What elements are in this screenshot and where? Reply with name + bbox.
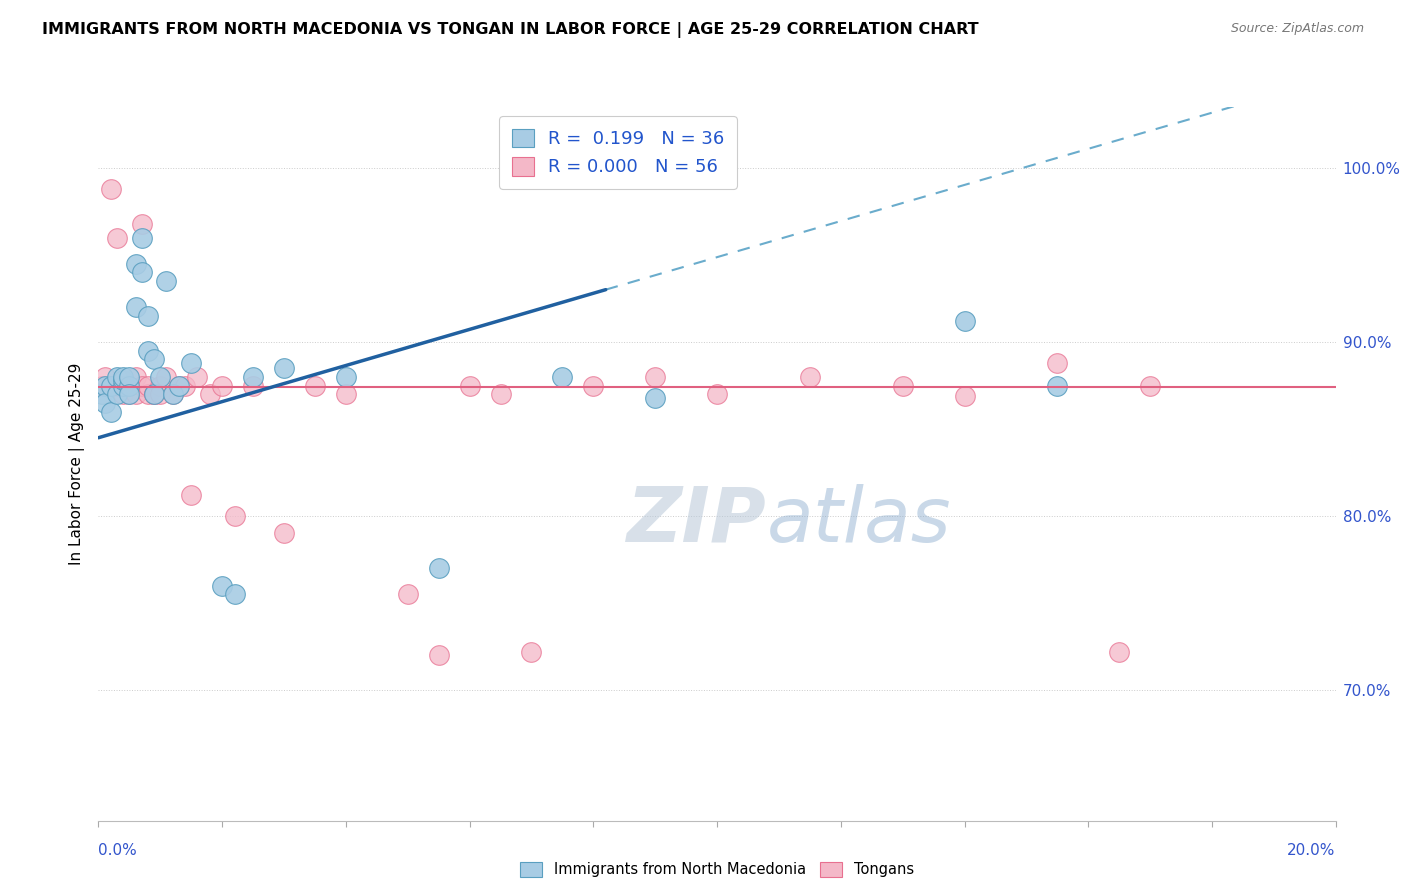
- Point: [131, 230, 153, 244]
- Point: [143, 352, 166, 367]
- Point: [953, 314, 976, 328]
- Point: [112, 378, 135, 392]
- Point: [180, 356, 202, 370]
- Point: [136, 387, 159, 401]
- Point: [93, 396, 115, 410]
- Point: [118, 387, 141, 401]
- Point: [520, 645, 543, 659]
- Point: [304, 378, 326, 392]
- Point: [136, 309, 159, 323]
- Point: [149, 369, 172, 384]
- Point: [186, 369, 208, 384]
- Point: [112, 378, 135, 392]
- Point: [1046, 378, 1069, 392]
- Point: [273, 361, 295, 376]
- Point: [706, 387, 728, 401]
- Point: [551, 369, 574, 384]
- Point: [489, 387, 512, 401]
- Point: [211, 579, 233, 593]
- Point: [118, 378, 141, 392]
- Point: [162, 387, 184, 401]
- Point: [644, 369, 666, 384]
- Point: [174, 378, 197, 392]
- Point: [112, 373, 135, 387]
- Point: [953, 389, 976, 403]
- Point: [93, 378, 115, 392]
- Point: [162, 387, 184, 401]
- Point: [155, 274, 177, 288]
- Point: [100, 378, 122, 392]
- Point: [396, 587, 419, 601]
- Point: [143, 387, 166, 401]
- Point: [198, 387, 221, 401]
- Text: ZIP: ZIP: [627, 484, 766, 558]
- Text: 20.0%: 20.0%: [1288, 843, 1336, 858]
- Point: [427, 561, 450, 575]
- Point: [124, 369, 146, 384]
- Point: [242, 369, 264, 384]
- Point: [118, 378, 141, 392]
- Point: [90, 387, 112, 401]
- Point: [118, 387, 141, 401]
- Point: [149, 378, 172, 392]
- Point: [1108, 645, 1130, 659]
- Point: [124, 257, 146, 271]
- Point: [105, 387, 128, 401]
- Y-axis label: In Labor Force | Age 25-29: In Labor Force | Age 25-29: [69, 363, 84, 565]
- Legend: Immigrants from North Macedonia, Tongans: Immigrants from North Macedonia, Tongans: [513, 855, 921, 885]
- Point: [105, 369, 128, 384]
- Point: [143, 387, 166, 401]
- Point: [273, 526, 295, 541]
- Point: [118, 369, 141, 384]
- Point: [108, 378, 131, 392]
- Point: [131, 217, 153, 231]
- Point: [180, 488, 202, 502]
- Point: [105, 378, 128, 392]
- Text: Source: ZipAtlas.com: Source: ZipAtlas.com: [1230, 22, 1364, 36]
- Point: [124, 300, 146, 314]
- Point: [335, 369, 357, 384]
- Point: [124, 387, 146, 401]
- Point: [242, 378, 264, 392]
- Point: [167, 378, 190, 392]
- Point: [224, 509, 246, 524]
- Point: [131, 265, 153, 279]
- Point: [136, 343, 159, 358]
- Point: [100, 378, 122, 392]
- Point: [211, 378, 233, 392]
- Point: [100, 404, 122, 418]
- Point: [131, 378, 153, 392]
- Point: [90, 378, 112, 392]
- Point: [112, 378, 135, 392]
- Point: [1046, 356, 1069, 370]
- Text: 0.0%: 0.0%: [98, 843, 138, 858]
- Point: [224, 587, 246, 601]
- Point: [149, 387, 172, 401]
- Point: [143, 387, 166, 401]
- Text: IMMIGRANTS FROM NORTH MACEDONIA VS TONGAN IN LABOR FORCE | AGE 25-29 CORRELATION: IMMIGRANTS FROM NORTH MACEDONIA VS TONGA…: [42, 22, 979, 38]
- Point: [335, 387, 357, 401]
- Point: [167, 378, 190, 392]
- Point: [155, 369, 177, 384]
- Text: atlas: atlas: [766, 484, 950, 558]
- Point: [100, 182, 122, 196]
- Point: [458, 378, 481, 392]
- Point: [93, 369, 115, 384]
- Point: [891, 378, 914, 392]
- Point: [582, 378, 605, 392]
- Point: [427, 648, 450, 663]
- Point: [136, 378, 159, 392]
- Point: [644, 391, 666, 405]
- Point: [105, 230, 128, 244]
- Point: [799, 369, 821, 384]
- Point: [1139, 378, 1161, 392]
- Point: [112, 369, 135, 384]
- Point: [112, 387, 135, 401]
